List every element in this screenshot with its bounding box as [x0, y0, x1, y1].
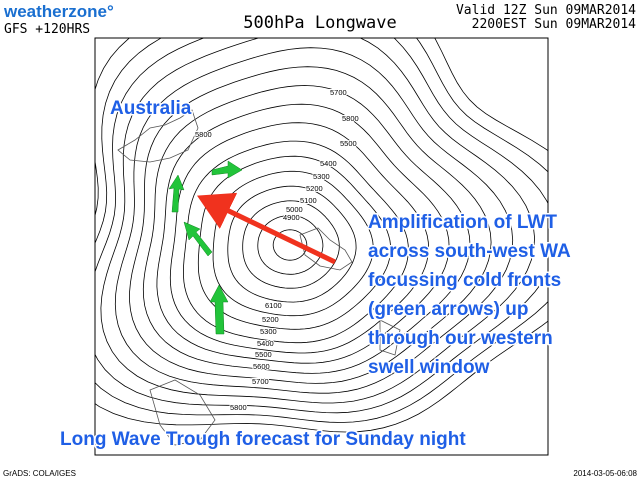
contour-label: 5200 [262, 315, 279, 324]
arrow [209, 284, 229, 335]
contour [227, 185, 357, 303]
arrow [168, 174, 185, 213]
map-frame [94, 37, 549, 456]
contour-label: 5400 [257, 339, 274, 348]
logo: weatherzone° [3, 2, 114, 21]
contour-label: 4900 [283, 213, 300, 222]
coastline [149, 379, 216, 446]
contour-label: 5300 [313, 172, 330, 181]
contour-label: 5000 [286, 205, 303, 214]
contour [100, 38, 536, 404]
contour-label: 5800 [195, 130, 212, 139]
contour-label: 5300 [260, 327, 277, 336]
valid-time: Valid 12Z Sun 09MAR2014 [456, 3, 636, 18]
arrow [183, 221, 213, 257]
coastline [117, 109, 199, 163]
caption: Long Wave Trough forecast for Sunday nig… [60, 429, 466, 450]
contour [142, 85, 471, 374]
contour-labels: 5700 5800 5800 5500 5400 5300 5200 510050004900… [194, 87, 360, 413]
contour-label: 5100 [300, 196, 317, 205]
contour-label: 5700 [252, 377, 269, 386]
contour [257, 215, 324, 275]
contour [114, 47, 514, 394]
contour-label: 5500 [255, 350, 272, 359]
contour-label: 5400 [320, 159, 337, 168]
contour [182, 140, 409, 344]
annotation-line: through our western [368, 328, 553, 349]
contour [95, 38, 548, 423]
contour [156, 103, 450, 364]
contour-label: 5700 [330, 88, 347, 97]
annotation-line: (green arrows) up [368, 299, 528, 320]
valid-time: 2200EST Sun 09MAR2014 [472, 17, 637, 32]
region-label: Australia [110, 98, 192, 119]
annotation-line: Amplification of LWT [368, 212, 557, 233]
contour [212, 170, 374, 317]
annotation-line: across south-west WA [368, 241, 571, 262]
footer-left: GrADS: COLA/IGES [3, 469, 76, 478]
contour [129, 66, 492, 384]
contour [242, 200, 340, 289]
green-arrows [168, 160, 243, 335]
model-run: GFS +120HRS [4, 22, 90, 37]
footer-right: 2014-03-05-06:08 [573, 469, 637, 478]
contour-label: 6100 [265, 301, 282, 310]
contour-label: 5800 [342, 114, 359, 123]
contour [197, 155, 392, 330]
contour-label: 5800 [230, 403, 247, 412]
coastline [379, 319, 401, 356]
contour-label: 5600 [253, 362, 270, 371]
arrow [211, 160, 243, 179]
map-title: 500hPa Longwave [243, 13, 397, 33]
contour [169, 122, 430, 354]
annotation: Amplification of LWT across south-west WA… [367, 211, 573, 380]
annotation-line: swell window [368, 357, 490, 378]
contour-label: 5200 [306, 184, 323, 193]
annotation-line: focussing cold fronts [368, 270, 561, 291]
coastline [299, 227, 353, 271]
contour [272, 229, 308, 261]
trough-arrow [196, 192, 337, 265]
contour [95, 38, 548, 433]
coastlines [117, 109, 401, 446]
contour-label: 5500 [340, 139, 357, 148]
contour [95, 38, 548, 414]
contours [95, 38, 548, 433]
